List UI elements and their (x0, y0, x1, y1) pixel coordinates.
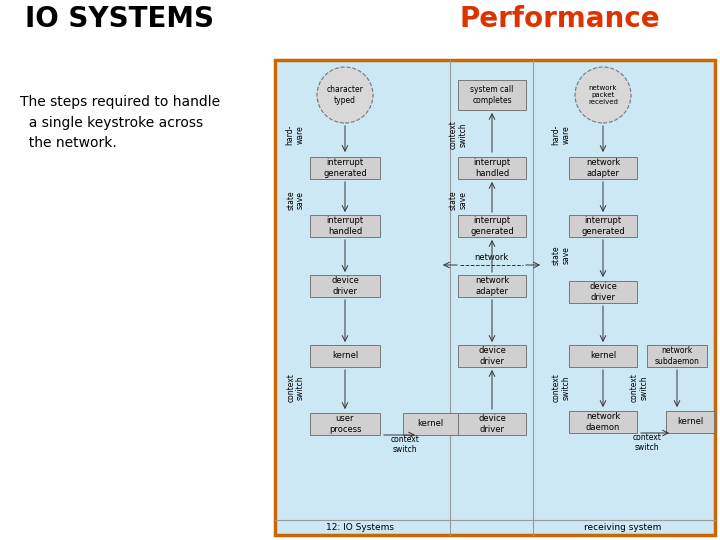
FancyBboxPatch shape (569, 411, 637, 433)
Text: interrupt
handled: interrupt handled (326, 217, 364, 235)
Text: interrupt
generated: interrupt generated (470, 217, 514, 235)
Circle shape (317, 67, 373, 123)
Text: context: context (629, 374, 639, 402)
FancyBboxPatch shape (402, 413, 457, 435)
Text: state: state (287, 190, 295, 210)
Text: switch: switch (562, 376, 570, 400)
Text: switch: switch (459, 123, 467, 147)
FancyBboxPatch shape (569, 215, 637, 237)
Text: Performance: Performance (460, 5, 661, 33)
Circle shape (575, 67, 631, 123)
Text: character
typed: character typed (327, 85, 364, 105)
FancyBboxPatch shape (458, 413, 526, 435)
FancyBboxPatch shape (310, 215, 380, 237)
FancyBboxPatch shape (310, 413, 380, 435)
Text: system call
completes: system call completes (470, 85, 513, 105)
Text: interrupt
generated: interrupt generated (581, 217, 625, 235)
FancyBboxPatch shape (647, 345, 707, 367)
Text: interrupt
handled: interrupt handled (474, 158, 510, 178)
Text: network
daemon: network daemon (586, 413, 620, 431)
FancyBboxPatch shape (569, 345, 637, 367)
Text: context: context (390, 435, 420, 444)
Text: network: network (474, 253, 508, 261)
Text: switch: switch (639, 376, 649, 400)
Text: context: context (449, 120, 457, 150)
Text: ware: ware (295, 126, 305, 144)
Text: IO SYSTEMS: IO SYSTEMS (25, 5, 214, 33)
Text: ware: ware (562, 126, 570, 144)
Text: device
driver: device driver (589, 282, 617, 302)
FancyBboxPatch shape (458, 275, 526, 297)
Text: network
adapter: network adapter (586, 158, 620, 178)
Text: context: context (633, 433, 662, 442)
FancyBboxPatch shape (310, 345, 380, 367)
Text: The steps required to handle
  a single keystroke across
  the network.: The steps required to handle a single ke… (20, 95, 220, 150)
Text: hard-: hard- (286, 125, 294, 145)
Text: kernel: kernel (677, 417, 703, 427)
Text: switch: switch (392, 446, 418, 455)
Text: state: state (449, 190, 457, 210)
Text: network
adapter: network adapter (475, 276, 509, 296)
Text: save: save (562, 246, 570, 264)
Text: hard-: hard- (552, 125, 560, 145)
FancyBboxPatch shape (458, 215, 526, 237)
Text: device
driver: device driver (331, 276, 359, 296)
Text: kernel: kernel (417, 420, 443, 429)
Text: 12: IO Systems: 12: IO Systems (326, 523, 394, 531)
Text: network
packet
received: network packet received (588, 85, 618, 105)
FancyBboxPatch shape (569, 157, 637, 179)
Text: context: context (287, 374, 295, 402)
Text: network
subdaemon: network subdaemon (654, 346, 699, 366)
Text: save: save (295, 191, 305, 209)
Text: user
process: user process (329, 414, 361, 434)
Text: switch: switch (635, 442, 660, 451)
Text: kernel: kernel (590, 352, 616, 361)
Text: kernel: kernel (332, 352, 358, 361)
Text: device
driver: device driver (478, 346, 506, 366)
FancyBboxPatch shape (458, 157, 526, 179)
Text: context: context (552, 374, 560, 402)
FancyBboxPatch shape (275, 60, 715, 535)
Text: device
driver: device driver (478, 414, 506, 434)
Text: state: state (552, 245, 560, 265)
FancyBboxPatch shape (310, 157, 380, 179)
Text: save: save (459, 191, 467, 209)
Text: receiving system: receiving system (585, 523, 662, 531)
FancyBboxPatch shape (458, 345, 526, 367)
FancyBboxPatch shape (569, 281, 637, 303)
FancyBboxPatch shape (458, 80, 526, 110)
FancyBboxPatch shape (310, 275, 380, 297)
FancyBboxPatch shape (666, 411, 714, 433)
Text: switch: switch (295, 376, 305, 400)
Text: interrupt
generated: interrupt generated (323, 158, 367, 178)
